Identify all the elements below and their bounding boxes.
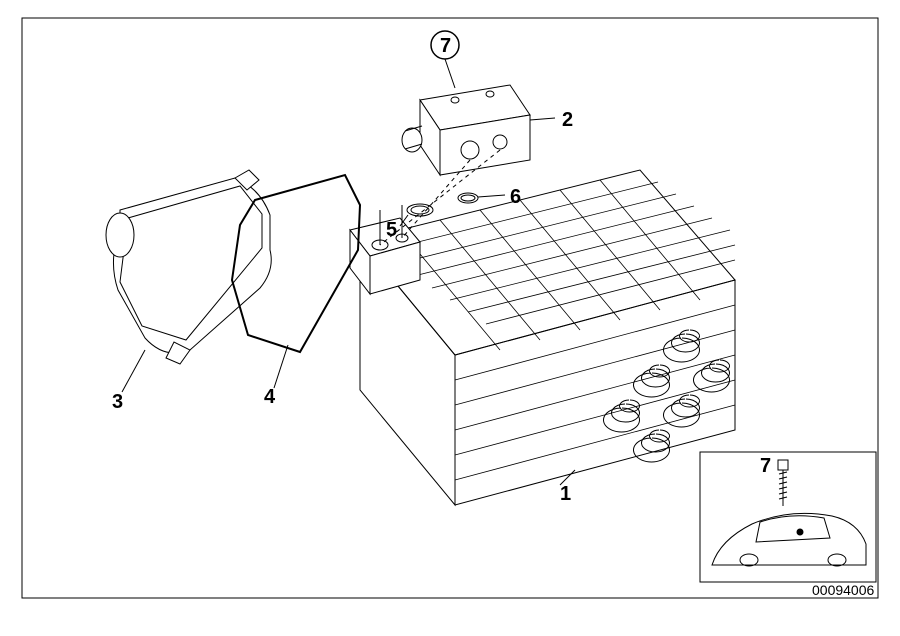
callout-7-circled: 7 bbox=[440, 35, 451, 57]
part-evaporator bbox=[350, 170, 735, 505]
callout-2: 2 bbox=[562, 109, 573, 131]
callout-1: 1 bbox=[560, 483, 571, 505]
diagram-part-id: 00094006 bbox=[812, 582, 875, 598]
callout-6: 6 bbox=[510, 186, 521, 208]
callout-3: 3 bbox=[112, 391, 123, 413]
parts-diagram: 1 2 3 4 5 6 7 7 00094006 bbox=[0, 0, 900, 636]
part-expansion-valve bbox=[380, 85, 555, 245]
callout-4: 4 bbox=[264, 386, 276, 408]
part-o-ring-6 bbox=[458, 193, 505, 203]
inset-box bbox=[700, 452, 876, 582]
callout-5: 5 bbox=[386, 219, 397, 241]
callout-7-inset: 7 bbox=[760, 455, 771, 477]
part-cover bbox=[106, 170, 271, 392]
